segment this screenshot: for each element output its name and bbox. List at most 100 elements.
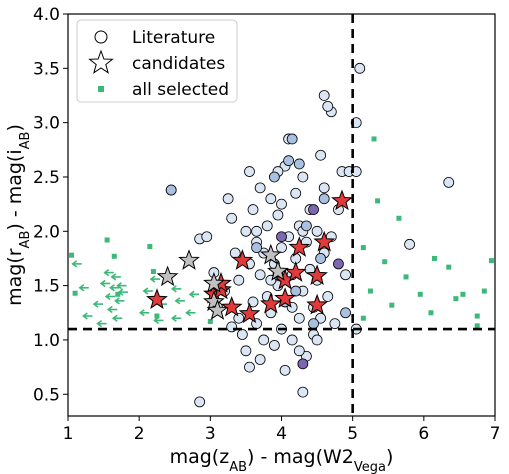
literature-point-55 [315, 149, 327, 161]
arrow-head [110, 273, 117, 281]
arrow-head [103, 268, 110, 277]
all-selected-point-25 [360, 315, 366, 321]
all-selected-point-20 [460, 291, 466, 297]
arrow-head [104, 292, 111, 301]
upper-limit-arrow-4 [96, 320, 107, 328]
arrow-head [188, 290, 195, 298]
legend-circle-icon [94, 30, 108, 44]
x-axis-ticks: 1 2 3 4 5 6 7 [63, 416, 501, 444]
arrow-head [149, 275, 156, 283]
literature-point-33 [276, 242, 287, 253]
upper-limit-arrow-23 [185, 309, 196, 317]
x-tick-label-3: 3 [205, 424, 216, 444]
literature-point-56 [315, 312, 327, 324]
literature-shaded-point-5 [283, 155, 295, 167]
legend-box [76, 19, 238, 103]
literature-point-40 [286, 334, 298, 346]
literature-point-14 [240, 345, 252, 357]
literature-point-16 [244, 166, 255, 177]
upper-limit-arrow-24 [188, 290, 200, 298]
all-selected-point-3 [111, 253, 117, 259]
legend-label-1: candidates [132, 54, 225, 74]
all-selected-point-12 [371, 136, 377, 142]
all-selected-point-8 [207, 318, 213, 324]
upper-limit-arrow-9 [109, 284, 120, 292]
literature-point-80 [404, 238, 416, 250]
literature-shaded-point-15 [297, 358, 309, 370]
literature-point-41 [290, 187, 302, 199]
candidate-gray-star-0 [156, 265, 179, 287]
upper-limit-arrow-marks [71, 260, 200, 328]
all-selected-point-19 [446, 264, 452, 270]
literature-shaded-point-13 [251, 242, 262, 253]
literature-shaded-point-2 [293, 158, 305, 170]
upper-limit-arrow-2 [82, 312, 93, 320]
literature-point-75 [297, 386, 309, 398]
all-selected-point-17 [428, 310, 434, 316]
literature-point-58 [318, 182, 330, 194]
upper-limit-arrow-22 [174, 297, 185, 305]
upper-limit-arrow-11 [111, 314, 123, 322]
upper-limit-arrow-1 [78, 284, 89, 292]
all-selected-point-4 [115, 291, 121, 297]
candidate-star-3 [220, 295, 243, 317]
upper-limit-arrow-18 [153, 316, 164, 325]
literature-marks [165, 62, 455, 408]
candidate-star-8 [284, 261, 307, 282]
literature-shaded-point-11 [333, 258, 344, 270]
arrow-head [174, 297, 181, 305]
arrow-head [142, 287, 149, 295]
y-tick-label-4: 4.0 [33, 5, 60, 25]
literature-point-21 [254, 269, 266, 281]
arrow-head [96, 320, 103, 328]
all-selected-point-7 [154, 313, 160, 319]
candidate-star-4 [231, 249, 254, 270]
all-selected-point-13 [375, 198, 381, 204]
y-tick-label-0.5: 0.5 [33, 385, 60, 405]
literature-point-31 [272, 209, 284, 221]
legend-label-0: Literature [132, 28, 215, 48]
literature-point-3 [201, 231, 213, 243]
upper-limit-arrow-0 [71, 260, 82, 268]
literature-point-25 [261, 220, 273, 232]
y-tick-label-1.5: 1.5 [33, 277, 60, 297]
arrow-head [109, 284, 115, 292]
literature-point-17 [247, 296, 259, 308]
candidate-gray-star-5 [267, 260, 289, 281]
upper-limit-arrow-12 [114, 297, 125, 305]
arrow-head [106, 305, 113, 314]
all-selected-point-2 [104, 237, 110, 243]
x-tick-label-7: 7 [490, 424, 501, 444]
x-tick-label-5: 5 [347, 424, 358, 444]
x-tick-label-2: 2 [134, 424, 145, 444]
legend-label-2: all selected [132, 80, 229, 100]
y-tick-label-2: 2.0 [33, 222, 60, 242]
literature-shaded-point-4 [318, 193, 330, 205]
all-selected-point-22 [481, 288, 487, 294]
literature-point-59 [322, 291, 334, 302]
y-tick-label-1: 1.0 [33, 331, 60, 351]
upper-limit-arrow-20 [170, 314, 182, 322]
upper-limit-arrow-7 [104, 292, 116, 301]
literature-point-13 [240, 225, 252, 237]
literature-point-83 [322, 100, 334, 112]
literature-point-76 [251, 225, 262, 237]
upper-limit-arrow-14 [117, 288, 128, 296]
candidate-gray-star-1 [178, 249, 200, 270]
literature-point-79 [311, 334, 323, 346]
literature-point-22 [254, 182, 266, 194]
candidate-star-0 [146, 288, 168, 309]
candidate-star-10 [306, 264, 328, 286]
upper-limit-arrow-3 [92, 300, 104, 308]
all-selected-point-10 [360, 245, 366, 251]
literature-shaded-point-6 [268, 171, 280, 183]
literature-point-53 [311, 225, 323, 237]
all-selected-point-24 [417, 291, 423, 297]
all-selected-point-6 [150, 268, 156, 274]
candidate-marks [146, 189, 353, 324]
literature-point-30 [268, 339, 280, 351]
literature-point-85 [226, 321, 238, 333]
upper-limit-arrow-5 [99, 279, 111, 288]
arrow-head [114, 297, 120, 305]
arrow-head [111, 314, 118, 322]
